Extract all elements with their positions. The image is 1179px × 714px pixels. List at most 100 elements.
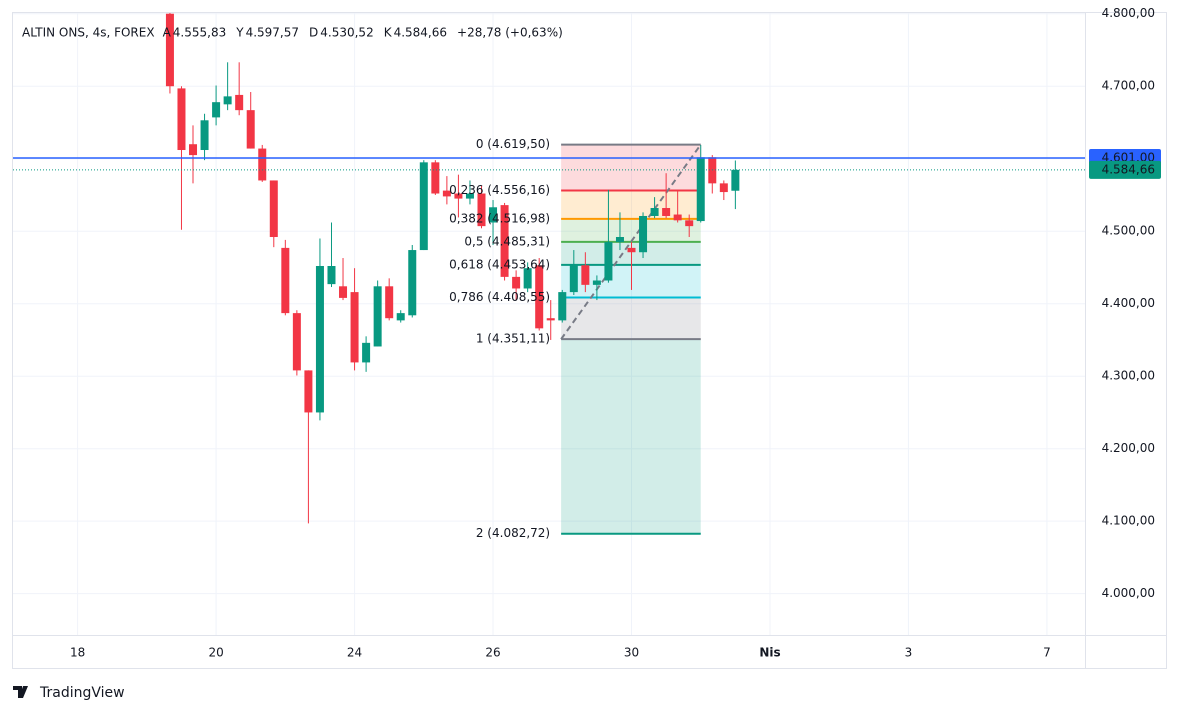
fib-label: 2 (4.082,72) bbox=[476, 526, 550, 540]
candle-body bbox=[696, 157, 705, 222]
y-tick-label: 4.100,00 bbox=[1102, 514, 1155, 528]
y-tick-label: 4.400,00 bbox=[1102, 296, 1155, 310]
candle-body bbox=[419, 162, 428, 251]
fib-label: 0,382 (4.516,98) bbox=[449, 211, 550, 225]
branding: TradingView bbox=[13, 685, 125, 701]
candle-body bbox=[442, 190, 451, 197]
x-tick-label: 30 bbox=[624, 646, 639, 660]
candle-body bbox=[385, 286, 394, 319]
header-text: K bbox=[384, 26, 393, 40]
header-text: D bbox=[309, 26, 318, 40]
fib-zone bbox=[561, 339, 701, 534]
candle-body bbox=[558, 292, 567, 321]
candle-body bbox=[431, 162, 440, 194]
y-tick-label: 4.000,00 bbox=[1102, 586, 1155, 600]
candle-body bbox=[615, 237, 624, 243]
y-tick-label: 4.300,00 bbox=[1102, 369, 1155, 383]
candle-body bbox=[189, 144, 198, 156]
candle-body bbox=[581, 265, 590, 285]
x-tick-label: 7 bbox=[1043, 646, 1051, 660]
header-text: +28,78 (+0,63%) bbox=[457, 26, 563, 40]
candle-body bbox=[592, 280, 601, 285]
candle-body bbox=[500, 205, 509, 277]
candle-body bbox=[454, 193, 463, 199]
candle-body bbox=[235, 94, 244, 111]
y-tick-label: 4.700,00 bbox=[1102, 79, 1155, 93]
fib-zone bbox=[561, 241, 701, 265]
candle-body bbox=[569, 265, 578, 293]
x-tick-label: 20 bbox=[208, 646, 223, 660]
candle-body bbox=[350, 292, 359, 363]
candle-body bbox=[315, 266, 324, 413]
candles bbox=[165, 13, 740, 524]
header-text: 4.597,57 bbox=[246, 26, 299, 40]
header-text: 4.555,83 bbox=[173, 26, 226, 40]
x-tick-label: 24 bbox=[347, 646, 362, 660]
brand: TradingView bbox=[39, 685, 125, 701]
fib-label: 0,5 (4.485,31) bbox=[464, 234, 550, 248]
candle-body bbox=[165, 13, 174, 87]
fib-label: 0,236 (4.556,16) bbox=[449, 183, 550, 197]
candle-body bbox=[246, 110, 255, 149]
candle-body bbox=[650, 208, 659, 216]
candle-body bbox=[662, 208, 671, 216]
x-tick-label: 26 bbox=[485, 646, 500, 660]
candle-body bbox=[604, 242, 613, 281]
header-text: ALTIN ONS, 4s, FOREX bbox=[22, 26, 155, 40]
fib-zone bbox=[561, 297, 701, 340]
candle-body bbox=[339, 286, 348, 298]
candle-body bbox=[465, 193, 474, 199]
last-price-tag bbox=[1089, 160, 1161, 179]
candle-body bbox=[223, 96, 232, 105]
candle-body bbox=[731, 169, 740, 191]
frame bbox=[12, 12, 1167, 669]
header-text: 4.584,66 bbox=[394, 26, 447, 40]
candle-body bbox=[304, 370, 313, 413]
candle-body bbox=[673, 214, 682, 221]
candle-body bbox=[408, 250, 417, 316]
candle-body bbox=[685, 220, 694, 227]
y-tick-label: 4.800,00 bbox=[1102, 6, 1155, 20]
candle-body bbox=[362, 342, 371, 363]
candle-body bbox=[281, 247, 290, 314]
x-tick-label: Nis bbox=[759, 646, 780, 660]
fib-zone bbox=[561, 218, 701, 242]
candle-body bbox=[639, 215, 648, 253]
candle-body bbox=[523, 268, 532, 289]
fib-label: 0 (4.619,50) bbox=[476, 137, 550, 151]
logo bbox=[13, 686, 28, 698]
fib-label: 0,618 (4.453,64) bbox=[449, 257, 550, 271]
candle-body bbox=[512, 276, 521, 289]
candle-body bbox=[212, 102, 221, 118]
header-text: 4.530,52 bbox=[320, 26, 373, 40]
header-text: A bbox=[163, 26, 172, 40]
candle-body bbox=[258, 148, 267, 181]
candle-body bbox=[535, 265, 544, 329]
candle-body bbox=[200, 120, 209, 151]
overlay: 0 (4.619,50) 0,236 (4.556,16) 0,382 (4.516… bbox=[13, 137, 1161, 540]
y-tick-label: 4.500,00 bbox=[1102, 224, 1155, 238]
candle-body bbox=[719, 183, 728, 193]
header-text: Y bbox=[235, 26, 244, 40]
fibonacci bbox=[560, 143, 702, 535]
candle-body bbox=[627, 247, 636, 253]
candle-body bbox=[546, 318, 555, 321]
fib-label: 1 (4.351,11) bbox=[476, 332, 550, 346]
candle-body bbox=[327, 266, 336, 285]
candle-body bbox=[269, 180, 278, 238]
fib-label: 0,786 (4.408,55) bbox=[449, 290, 550, 304]
candle-body bbox=[489, 207, 498, 223]
candle-body bbox=[177, 88, 186, 151]
last-price-label: 4.584,66 bbox=[1102, 162, 1155, 176]
x-tick-label: 18 bbox=[70, 646, 85, 660]
candle-body bbox=[477, 193, 486, 227]
fib-zone bbox=[561, 144, 701, 191]
y-tick-label: 4.200,00 bbox=[1102, 441, 1155, 455]
grid: 4.000,00 4.100,00 4.200,00 4.300,00 4.400,00… bbox=[13, 6, 1155, 660]
candle-body bbox=[396, 313, 405, 321]
candle-body bbox=[373, 286, 382, 347]
candle-body bbox=[292, 313, 301, 371]
x-tick-label: 3 bbox=[905, 646, 913, 660]
